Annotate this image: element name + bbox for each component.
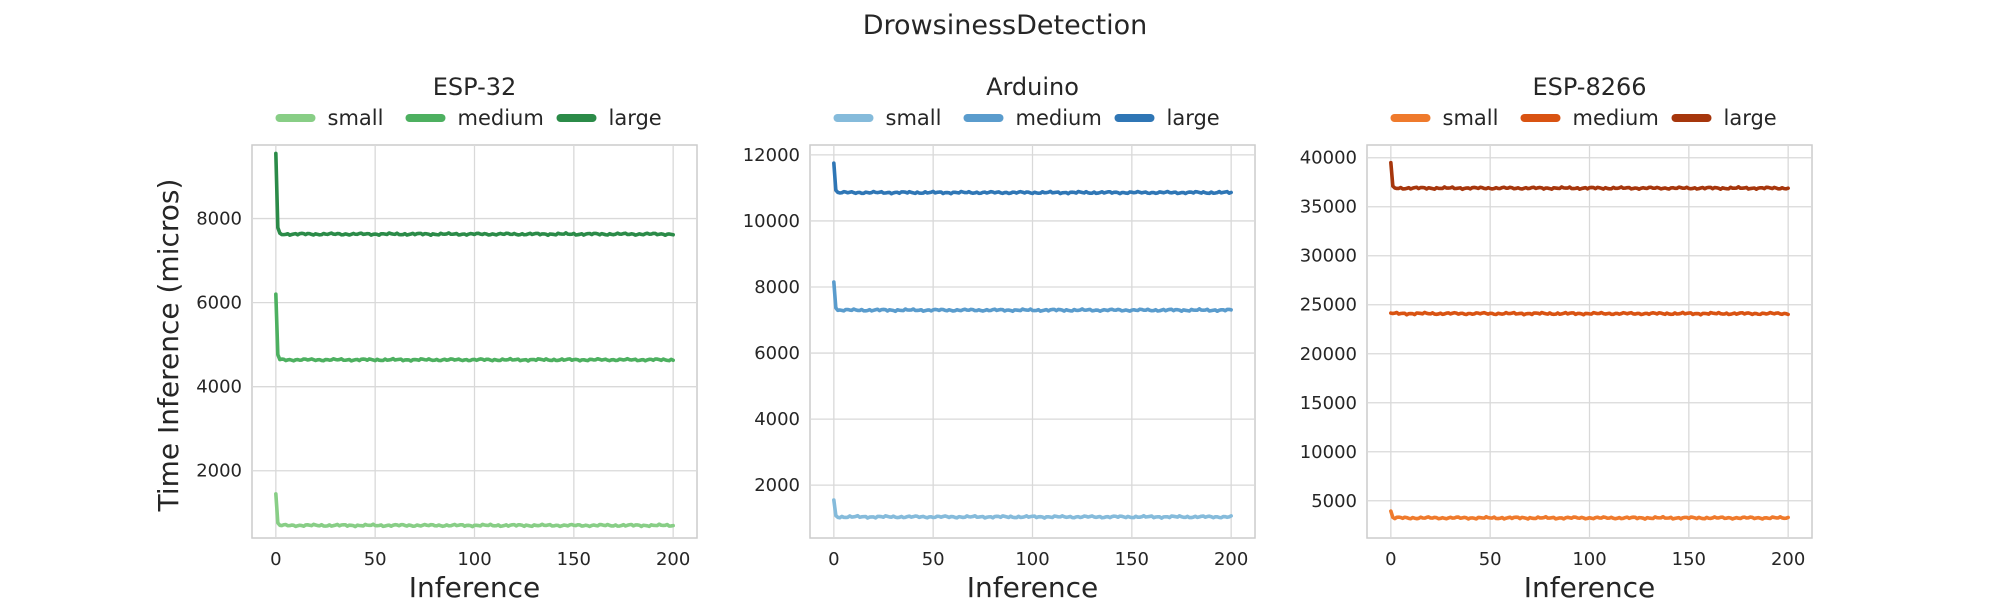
y-tick-label: 5000 (1311, 491, 1357, 512)
y-tick-label: 25000 (1300, 295, 1357, 316)
series-line-small (832, 498, 1233, 520)
y-tick-label: 2000 (196, 461, 242, 482)
series-line-small (1389, 509, 1790, 521)
y-tick-label: 8000 (754, 277, 800, 298)
legend-label-large: large (1167, 106, 1220, 130)
x-tick-label: 50 (1479, 549, 1502, 570)
x-axis-label: Inference (967, 571, 1099, 600)
y-tick-label: 10000 (743, 211, 800, 232)
legend: small medium large (1390, 106, 1777, 130)
x-tick-label: 150 (557, 549, 591, 570)
legend-label-large: large (1724, 106, 1777, 130)
legend-label-small: small (886, 106, 942, 130)
y-tick-label: 6000 (196, 293, 242, 314)
series-line-large (1389, 160, 1790, 192)
legend-label-medium: medium (1573, 106, 1659, 130)
y-tick-label: 6000 (754, 343, 800, 364)
panel-title: ESP-8266 (1532, 73, 1646, 101)
x-tick-label: 150 (1115, 549, 1149, 570)
y-axis-label: Time Inference (micros) (152, 179, 185, 513)
y-tick-label: 30000 (1300, 246, 1357, 267)
panel-title: ESP-32 (433, 73, 517, 101)
x-tick-label: 200 (656, 549, 690, 570)
y-tick-label: 4000 (196, 377, 242, 398)
x-tick-label: 0 (270, 549, 281, 570)
x-tick-label: 150 (1672, 549, 1706, 570)
panel-title: Arduino (986, 73, 1079, 101)
legend-label-medium: medium (458, 106, 544, 130)
series-line-medium (832, 280, 1233, 314)
x-tick-label: 200 (1214, 549, 1248, 570)
legend-label-small: small (1443, 106, 1499, 130)
y-tick-label: 35000 (1300, 197, 1357, 218)
chart-title: DrowsinessDetection (863, 10, 1148, 41)
series-line-medium (1389, 310, 1790, 317)
x-tick-label: 0 (1385, 549, 1396, 570)
legend-label-large: large (609, 106, 662, 130)
x-tick-label: 50 (922, 549, 945, 570)
series-line-medium (274, 292, 675, 363)
panel-arduino: 0 50 100 150 200 2000 4000 6000 8000 10000 12000 Ar… (743, 73, 1256, 600)
x-tick-label: 100 (1015, 549, 1049, 570)
y-tick-label: 10000 (1300, 442, 1357, 463)
legend: small medium large (833, 106, 1220, 130)
y-tick-label: 40000 (1300, 148, 1357, 169)
x-axis-label: Inference (1524, 571, 1656, 600)
legend: small medium large (275, 106, 662, 130)
x-tick-label: 50 (364, 549, 387, 570)
y-tick-label: 15000 (1300, 393, 1357, 414)
panel-esp-8266: 0 50 100 150 200 5000 10000 15000 20000 25000 3000… (1300, 73, 1813, 600)
x-tick-label: 0 (828, 549, 839, 570)
legend-label-medium: medium (1016, 106, 1102, 130)
y-tick-label: 12000 (743, 145, 800, 166)
x-tick-label: 100 (1572, 549, 1606, 570)
y-tick-label: 4000 (754, 409, 800, 430)
panel-esp-32: 0 50 100 150 200 2000 4000 6000 8000 ESP-32 small m… (196, 73, 698, 600)
y-tick-label: 2000 (754, 475, 800, 496)
x-axis-label: Inference (409, 571, 541, 600)
series-line-large (832, 161, 1233, 196)
x-tick-label: 100 (457, 549, 491, 570)
x-tick-label: 200 (1771, 549, 1805, 570)
series-line-large (274, 151, 675, 238)
y-tick-label: 20000 (1300, 344, 1357, 365)
legend-label-small: small (328, 106, 384, 130)
y-tick-label: 8000 (196, 209, 242, 230)
series-line-small (274, 492, 675, 529)
